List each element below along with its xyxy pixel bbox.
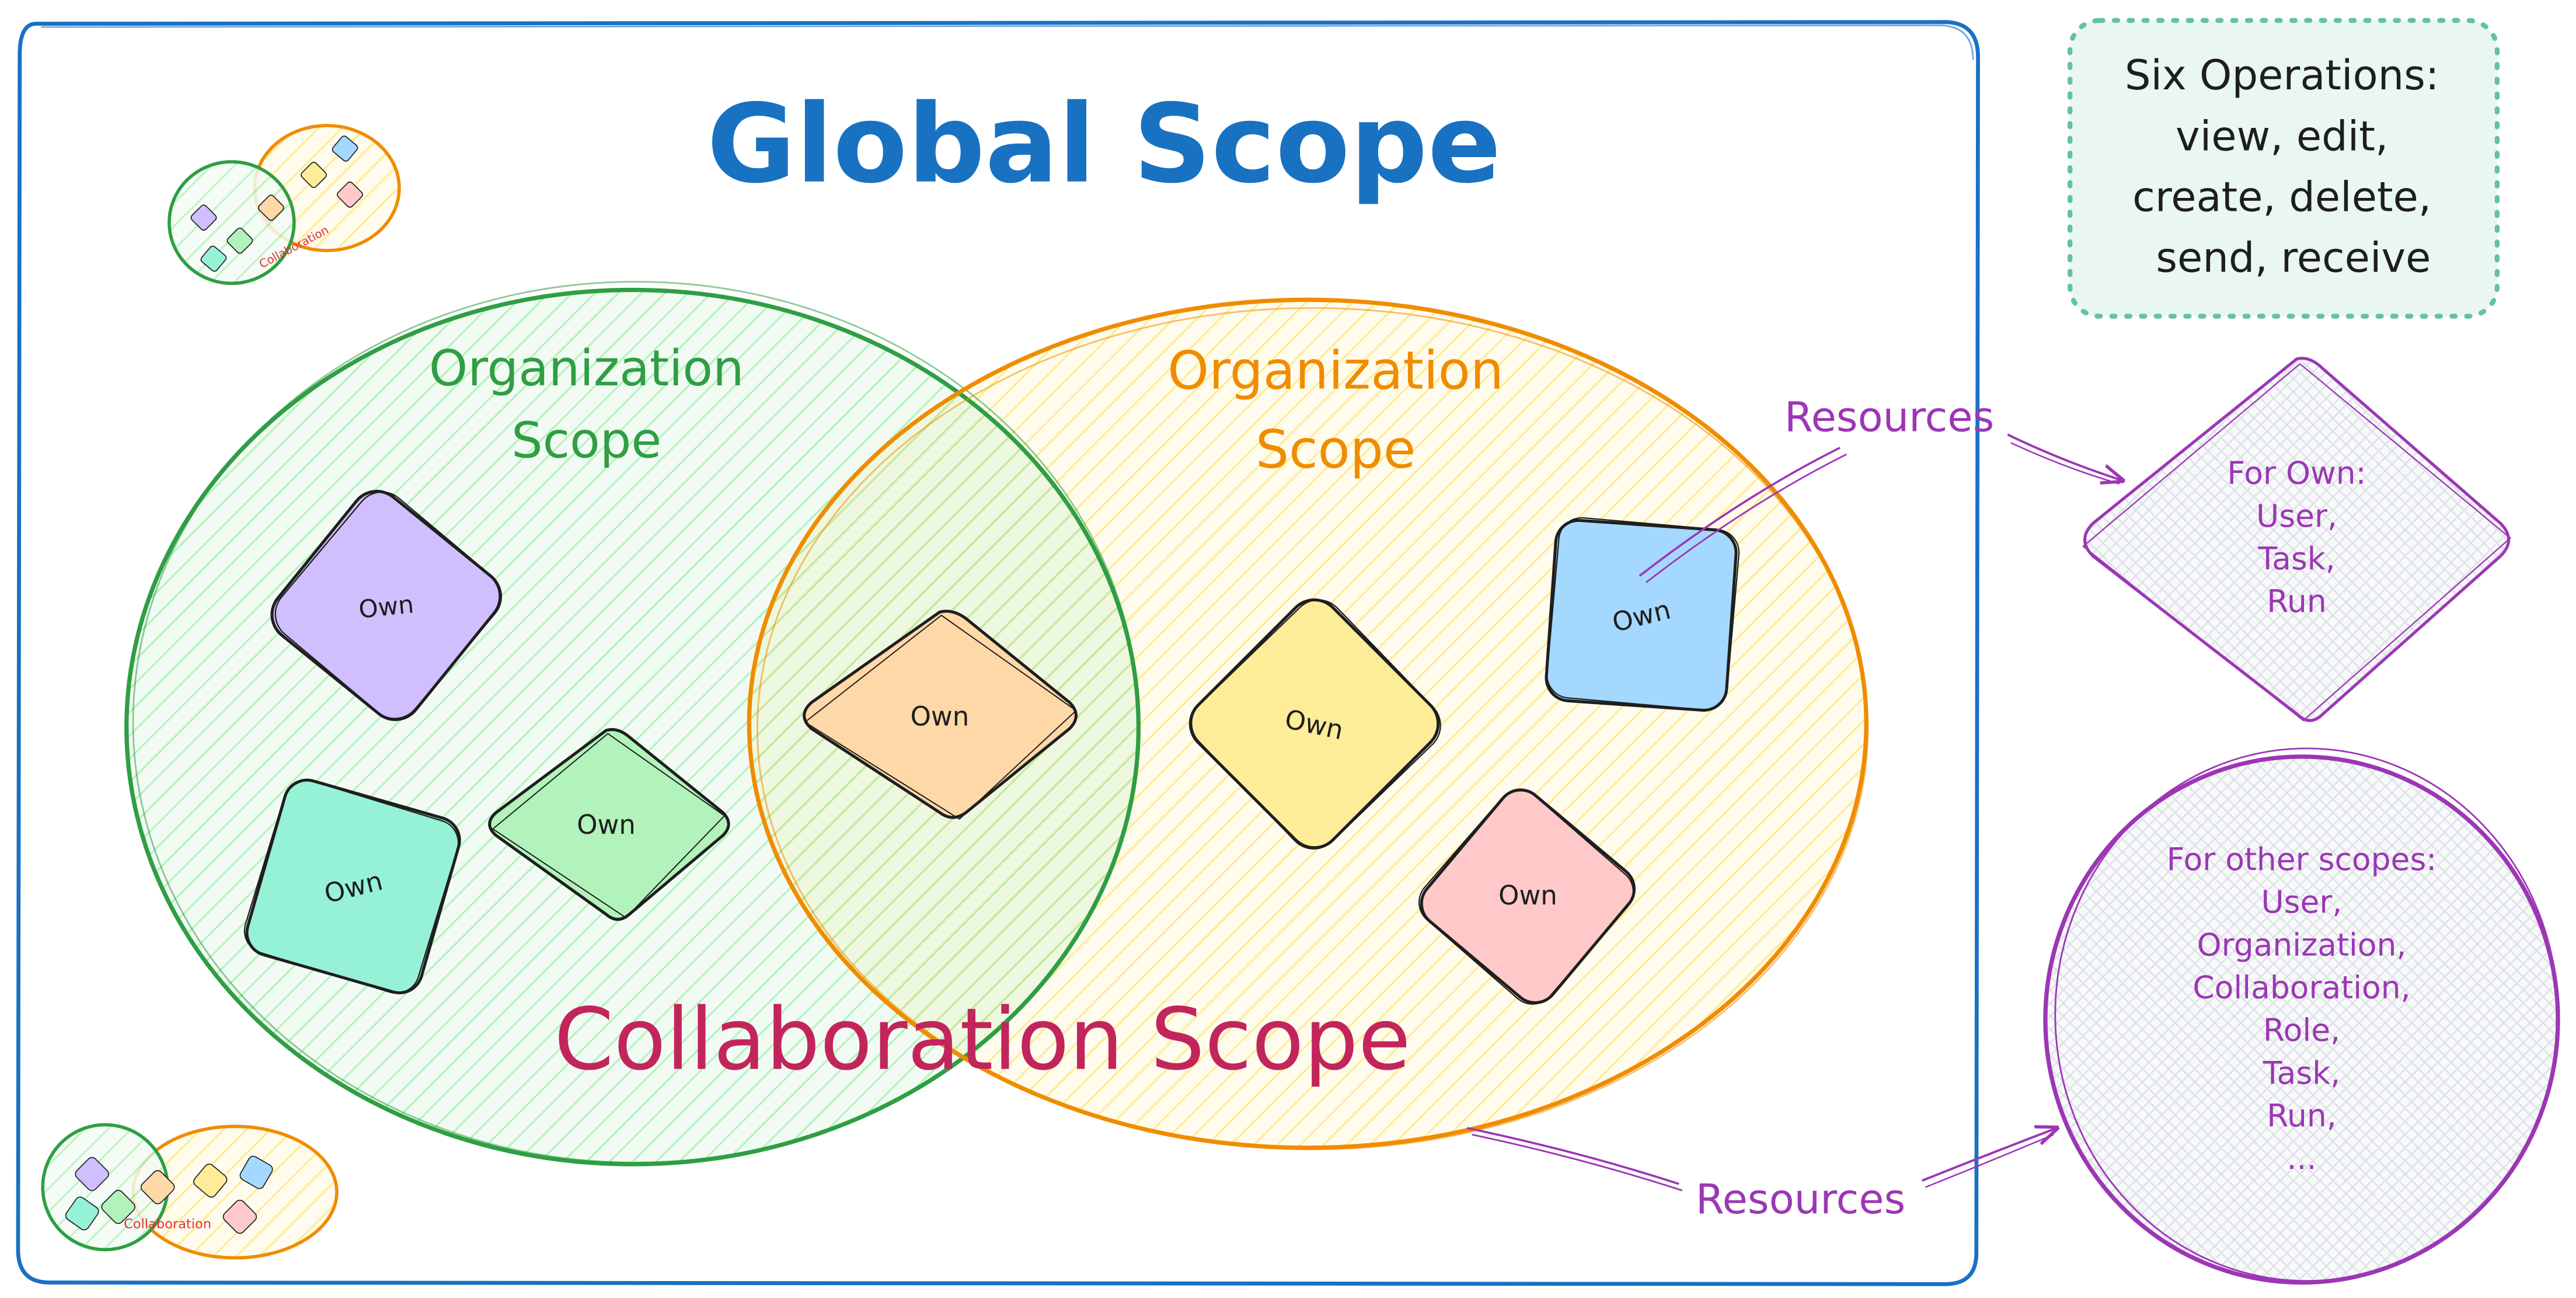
org-scope-right-label-line1: Organization xyxy=(1167,340,1504,401)
own-resource-teal: Own xyxy=(243,778,461,994)
own-resource-pink: Own xyxy=(1418,788,1636,1005)
thumbnail-top-left: Collaboration xyxy=(168,124,401,286)
global-scope-container xyxy=(16,20,1980,1286)
svg-text:Own: Own xyxy=(1498,880,1557,911)
svg-text:Own: Own xyxy=(357,590,415,624)
thumbnail-bottom-left: Collaboration xyxy=(41,1123,339,1260)
resources-arrow-top-label: Resources xyxy=(1784,394,1994,441)
org-scope-left-label-line2: Scope xyxy=(511,412,661,469)
collaboration-overlap-region xyxy=(749,300,1139,1148)
other-scopes-box: For other scopes: User, Organization, Co… xyxy=(2043,747,2560,1285)
own-resources-box-title: For Own: xyxy=(2227,455,2366,492)
other-scopes-box-item: Run, xyxy=(2267,1097,2337,1134)
operations-note-line2: view, edit, xyxy=(2176,112,2388,160)
resources-arrow-top xyxy=(1639,433,2122,583)
own-resource-yellow: Own xyxy=(1188,598,1441,850)
own-resource-blue: Own xyxy=(1545,517,1740,712)
resources-arrow-bottom-label: Resources xyxy=(1696,1175,1905,1223)
thumbnail-bottom-left-label: Collaboration xyxy=(124,1217,211,1232)
own-resources-box: For Own: User, Task, Run xyxy=(2082,357,2512,722)
other-scopes-box-item: Role, xyxy=(2263,1012,2340,1049)
other-scopes-box-item: Collaboration, xyxy=(2192,969,2410,1006)
own-resources-box-item: Task, xyxy=(2257,540,2335,577)
svg-text:Own: Own xyxy=(910,701,969,732)
operations-note-line4: send, receive xyxy=(2156,234,2431,282)
own-resources-box-item: Run xyxy=(2267,583,2327,620)
other-scopes-box-title: For other scopes: xyxy=(2167,841,2437,878)
other-scopes-box-item: Organization, xyxy=(2197,926,2407,963)
own-resource-green: Own xyxy=(488,728,730,921)
own-resource-orange: Own xyxy=(803,610,1078,820)
other-scopes-box-item: Task, xyxy=(2263,1055,2340,1091)
other-scopes-box-item: User, xyxy=(2261,883,2343,920)
org-scope-left-label-line1: Organization xyxy=(429,340,744,397)
svg-text:Own: Own xyxy=(577,809,636,840)
operations-note: Six Operations: view, edit, create, dele… xyxy=(2067,18,2500,319)
other-scopes-box-item: ... xyxy=(2286,1140,2316,1177)
operations-note-line1: Six Operations: xyxy=(2125,51,2439,99)
resources-arrow-bottom xyxy=(1466,1128,2056,1192)
own-resource-purple: Own xyxy=(270,489,503,721)
collaboration-scope-label: Collaboration Scope xyxy=(554,990,1411,1090)
global-scope-title: Global Scope xyxy=(707,81,1501,207)
org-scope-right-label-line2: Scope xyxy=(1256,419,1416,481)
own-resources-box-item: User, xyxy=(2256,497,2337,534)
org-scope-right-outline xyxy=(747,297,1869,1150)
operations-note-line3: create, delete, xyxy=(2132,173,2431,221)
